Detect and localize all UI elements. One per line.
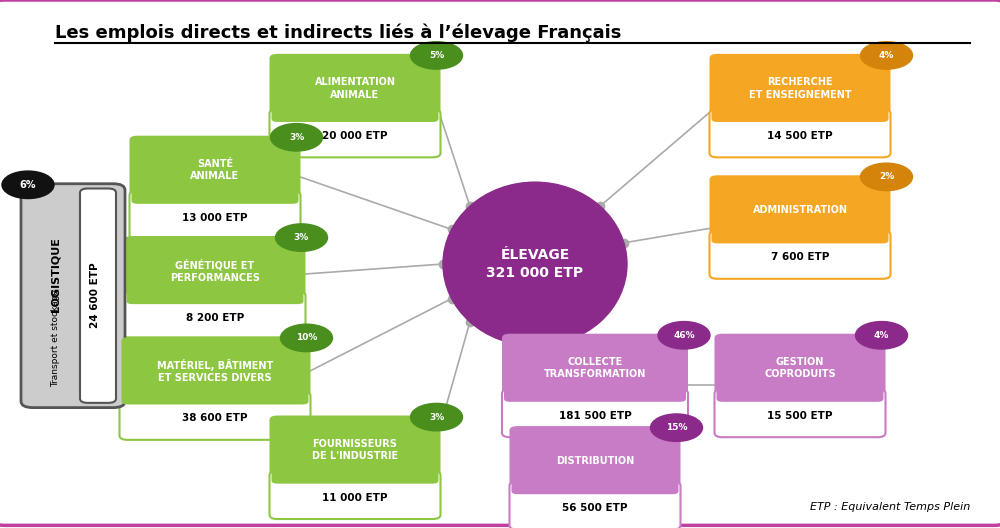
- Text: 4%: 4%: [874, 331, 889, 340]
- Circle shape: [856, 322, 908, 349]
- Text: Transport et stockage: Transport et stockage: [51, 289, 60, 387]
- Text: 3%: 3%: [289, 133, 304, 142]
- FancyBboxPatch shape: [130, 136, 300, 205]
- FancyBboxPatch shape: [710, 175, 891, 244]
- Circle shape: [861, 42, 913, 69]
- Text: 56 500 ETP: 56 500 ETP: [562, 503, 628, 513]
- Text: ADMINISTRATION: ADMINISTRATION: [753, 205, 848, 215]
- Text: RECHERCHE
ET ENSEIGNEMENT: RECHERCHE ET ENSEIGNEMENT: [749, 77, 851, 100]
- Circle shape: [411, 42, 462, 69]
- FancyBboxPatch shape: [269, 471, 440, 519]
- FancyBboxPatch shape: [132, 137, 298, 204]
- Circle shape: [270, 124, 322, 151]
- Text: 181 500 ETP: 181 500 ETP: [559, 411, 631, 421]
- FancyBboxPatch shape: [511, 427, 678, 494]
- FancyBboxPatch shape: [269, 109, 440, 157]
- Text: LOGISTIQUE: LOGISTIQUE: [50, 237, 60, 312]
- Text: 20 000 ETP: 20 000 ETP: [322, 131, 388, 141]
- FancyBboxPatch shape: [716, 335, 884, 402]
- Text: MATÉRIEL, BÂTIMENT
ET SERVICES DIVERS: MATÉRIEL, BÂTIMENT ET SERVICES DIVERS: [157, 359, 273, 383]
- FancyBboxPatch shape: [271, 55, 438, 122]
- Circle shape: [276, 224, 328, 251]
- FancyBboxPatch shape: [269, 416, 440, 485]
- Circle shape: [650, 414, 702, 441]
- Text: 3%: 3%: [294, 233, 309, 242]
- FancyBboxPatch shape: [80, 188, 116, 403]
- FancyBboxPatch shape: [269, 54, 440, 123]
- Circle shape: [2, 171, 54, 199]
- FancyBboxPatch shape: [710, 109, 891, 157]
- Text: 46%: 46%: [673, 331, 695, 340]
- FancyBboxPatch shape: [712, 55, 889, 122]
- Text: 2%: 2%: [879, 172, 894, 182]
- FancyBboxPatch shape: [271, 417, 438, 484]
- FancyBboxPatch shape: [504, 335, 686, 402]
- Text: 24 600 ETP: 24 600 ETP: [90, 263, 100, 328]
- Text: 11 000 ETP: 11 000 ETP: [322, 493, 388, 503]
- Text: 5%: 5%: [429, 51, 444, 60]
- Text: 6%: 6%: [20, 180, 36, 190]
- Text: 4%: 4%: [879, 51, 894, 60]
- Circle shape: [411, 403, 462, 431]
- Text: 15%: 15%: [666, 423, 687, 432]
- FancyBboxPatch shape: [124, 291, 306, 340]
- FancyBboxPatch shape: [122, 337, 308, 404]
- Text: 15 500 ETP: 15 500 ETP: [767, 411, 833, 421]
- Text: DISTRIBUTION: DISTRIBUTION: [556, 456, 634, 466]
- Text: GESTION
COPRODUITS: GESTION COPRODUITS: [764, 357, 836, 380]
- FancyBboxPatch shape: [710, 54, 891, 123]
- Text: 8 200 ETP: 8 200 ETP: [186, 313, 244, 323]
- FancyBboxPatch shape: [714, 389, 886, 437]
- FancyBboxPatch shape: [502, 334, 688, 403]
- Text: SANTÉ
ANIMALE: SANTÉ ANIMALE: [190, 159, 240, 182]
- Text: 3%: 3%: [429, 412, 444, 422]
- FancyBboxPatch shape: [126, 237, 304, 304]
- Text: ALIMENTATION
ANIMALE: ALIMENTATION ANIMALE: [314, 77, 396, 100]
- FancyBboxPatch shape: [509, 482, 680, 528]
- Ellipse shape: [443, 182, 627, 346]
- Circle shape: [658, 322, 710, 349]
- Text: ÉLEVAGE
321 000 ETP: ÉLEVAGE 321 000 ETP: [486, 248, 584, 280]
- FancyBboxPatch shape: [21, 184, 125, 408]
- Text: 13 000 ETP: 13 000 ETP: [182, 213, 248, 223]
- Text: 7 600 ETP: 7 600 ETP: [771, 252, 829, 262]
- FancyBboxPatch shape: [710, 231, 891, 279]
- Text: 38 600 ETP: 38 600 ETP: [182, 413, 248, 423]
- Text: ETP : Equivalent Temps Plein: ETP : Equivalent Temps Plein: [810, 502, 970, 512]
- Circle shape: [861, 163, 913, 191]
- FancyBboxPatch shape: [712, 176, 889, 243]
- FancyBboxPatch shape: [120, 336, 310, 406]
- Text: GÉNÉTIQUE ET
PERFORMANCES: GÉNÉTIQUE ET PERFORMANCES: [170, 259, 260, 282]
- Text: 14 500 ETP: 14 500 ETP: [767, 131, 833, 141]
- FancyBboxPatch shape: [714, 334, 886, 403]
- FancyBboxPatch shape: [509, 426, 680, 495]
- Circle shape: [280, 324, 332, 352]
- Text: COLLECTE
TRANSFORMATION: COLLECTE TRANSFORMATION: [544, 357, 646, 380]
- FancyBboxPatch shape: [502, 389, 688, 437]
- Text: FOURNISSEURS
DE L'INDUSTRIE: FOURNISSEURS DE L'INDUSTRIE: [312, 439, 398, 461]
- Text: Les emplois directs et indirects liés à l’élevage Français: Les emplois directs et indirects liés à …: [55, 24, 621, 42]
- Text: 10%: 10%: [296, 333, 317, 343]
- FancyBboxPatch shape: [130, 191, 300, 239]
- FancyBboxPatch shape: [124, 236, 306, 305]
- FancyBboxPatch shape: [120, 392, 310, 440]
